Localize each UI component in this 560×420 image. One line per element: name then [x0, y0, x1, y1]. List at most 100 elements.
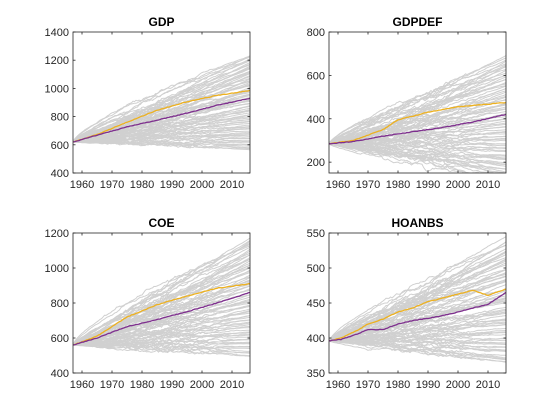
x-tick-label: 2010 [220, 179, 244, 191]
subplot-title: COE [148, 216, 174, 230]
plot-lines [73, 237, 250, 357]
subplot-gdpdef: 1960 1970 1980 1990 2000 2010 200 400 600 800 GDPD… [307, 15, 507, 191]
y-tick-label: 200 [307, 157, 325, 169]
simulation-line [73, 112, 250, 143]
subplot-title: GDP [148, 15, 174, 29]
x-tick-label: 2010 [220, 379, 244, 391]
x-tick-label: 2000 [190, 179, 214, 191]
y-tick-label: 1200 [45, 55, 69, 67]
series-line [73, 291, 250, 346]
simulation-line [73, 125, 250, 143]
x-tick-label: 1960 [70, 379, 94, 391]
simulation-line [329, 340, 506, 356]
simulation-line [329, 85, 506, 145]
simulation-line [329, 284, 506, 342]
simulation-line [73, 64, 250, 143]
simulation-line [73, 308, 250, 346]
y-tick-label: 1400 [45, 27, 69, 39]
x-tick-label: 1960 [70, 179, 94, 191]
x-tick-label: 1970 [356, 379, 380, 391]
x-tick-label: 1980 [386, 379, 410, 391]
simulation-line [329, 300, 506, 342]
x-tick-label: 1970 [356, 179, 380, 191]
simulation-line [73, 243, 250, 346]
simulation-line [329, 88, 506, 145]
simulation-line [329, 241, 506, 342]
y-tick-label: 350 [307, 368, 325, 380]
x-tick-label: 1960 [326, 179, 350, 191]
x-tick-label: 1990 [416, 179, 440, 191]
simulation-line [329, 339, 506, 345]
x-tick-label: 2000 [446, 179, 470, 191]
x-tick-label: 1970 [100, 379, 124, 391]
y-tick-label: 400 [307, 333, 325, 345]
simulation-line [73, 279, 250, 346]
simulation-line [73, 274, 250, 346]
simulation-line [329, 244, 506, 342]
series-line [73, 97, 250, 143]
simulation-line [73, 58, 250, 143]
simulation-line [73, 105, 250, 143]
simulation-line [329, 143, 465, 173]
simulation-line [73, 56, 250, 143]
simulation-line [329, 340, 506, 359]
x-tick-label: 1990 [160, 379, 184, 391]
simulation-line [329, 236, 506, 342]
subplot-gdp: 1960 1970 1980 1990 2000 2010 400 600 800 1000 120… [45, 15, 251, 191]
series-line [329, 288, 506, 342]
y-tick-label: 600 [51, 333, 69, 345]
simulation-line [73, 262, 250, 346]
simulation-line [73, 55, 250, 143]
series-line [329, 113, 506, 145]
simulation-line [329, 143, 506, 160]
x-tick-label: 2010 [476, 379, 500, 391]
simulation-line [73, 241, 250, 346]
y-tick-label: 1000 [45, 263, 69, 275]
y-tick-label: 800 [51, 298, 69, 310]
simulation-line [73, 344, 250, 354]
x-tick-label: 1970 [100, 179, 124, 191]
x-tick-label: 1990 [416, 379, 440, 391]
simulation-line [329, 340, 506, 363]
simulation-line [73, 141, 250, 147]
simulation-line [329, 70, 506, 145]
subplot-hoanbs: 1960 1970 1980 1990 2000 2010 350 400 450 500 550 H… [307, 216, 507, 391]
y-tick-label: 500 [307, 263, 325, 275]
y-tick-label: 800 [51, 112, 69, 124]
simulation-line [329, 137, 506, 145]
y-tick-label: 550 [307, 228, 325, 240]
axes-box [72, 31, 251, 174]
plot-lines [329, 55, 506, 173]
simulation-line [329, 143, 480, 173]
x-tick-label: 1980 [130, 179, 154, 191]
simulation-line [329, 55, 506, 145]
x-tick-label: 1980 [386, 179, 410, 191]
y-tick-label: 600 [51, 140, 69, 152]
y-tick-label: 400 [51, 368, 69, 380]
simulation-line [329, 311, 506, 342]
simulation-line [73, 336, 250, 347]
simulation-line [329, 244, 506, 342]
simulation-line [329, 102, 506, 145]
y-tick-label: 600 [307, 70, 325, 82]
simulation-line [329, 57, 506, 145]
x-tick-label: 1980 [130, 379, 154, 391]
y-tick-label: 1000 [45, 83, 69, 95]
subplot-coe: 1960 1970 1980 1990 2000 2010 400 600 800 1000 120… [45, 216, 251, 391]
simulation-line [329, 60, 506, 145]
x-tick-label: 1960 [326, 379, 350, 391]
simulation-line [329, 143, 506, 159]
x-tick-label: 2000 [446, 379, 470, 391]
simulation-line [329, 63, 506, 144]
y-tick-label: 400 [51, 168, 69, 180]
series-line [73, 89, 250, 143]
simulation-line [73, 78, 250, 143]
y-tick-label: 800 [307, 27, 325, 39]
simulation-line [73, 140, 250, 150]
y-tick-label: 400 [307, 114, 325, 126]
x-tick-label: 2010 [476, 179, 500, 191]
simulation-line [329, 64, 506, 145]
simulation-line [73, 240, 250, 346]
